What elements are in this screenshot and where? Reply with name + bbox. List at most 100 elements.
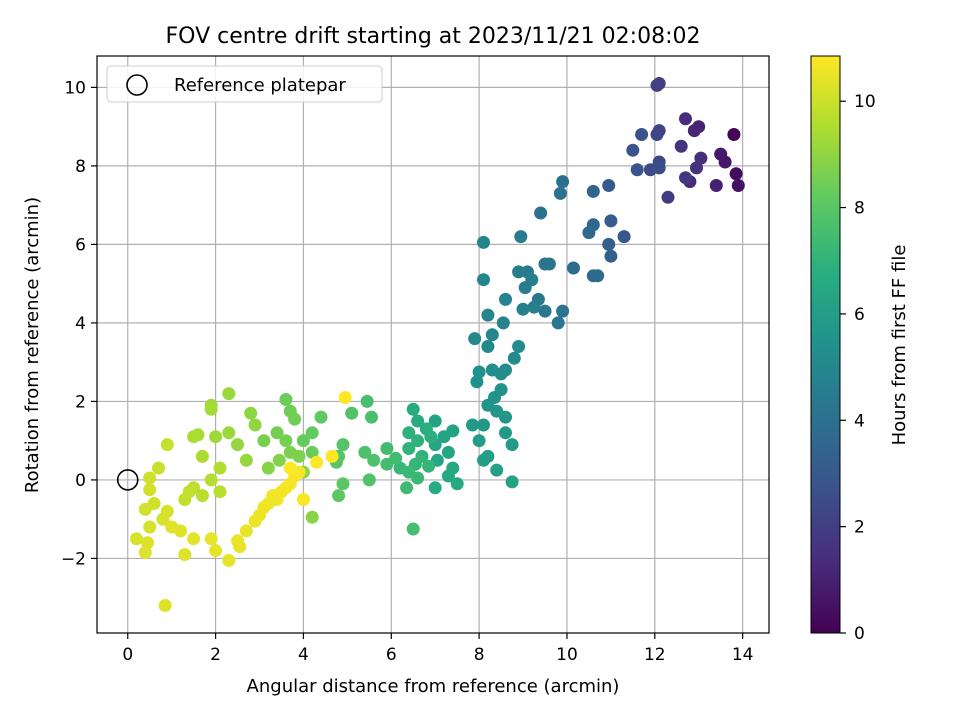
data-point (305, 445, 319, 459)
x-tick-label: 14 (732, 645, 754, 665)
data-point (213, 485, 227, 499)
data-point (527, 300, 541, 314)
data-point (338, 391, 352, 404)
x-tick-label: 8 (474, 645, 485, 665)
data-point (604, 249, 618, 263)
data-point (156, 512, 170, 526)
colorbar-ticks: 0 2 4 6 8 10 (840, 92, 876, 644)
data-point (209, 544, 223, 558)
data-point (305, 510, 319, 524)
data-point (402, 426, 416, 440)
data-point (602, 179, 616, 192)
data-point (362, 473, 376, 487)
x-tick-label: 0 (122, 645, 133, 665)
data-point (477, 235, 490, 249)
data-point (450, 477, 464, 491)
data-point (178, 493, 192, 506)
data-point (411, 471, 425, 485)
y-axis-ticks: −2 0 2 4 6 8 10 (61, 78, 97, 569)
data-point (729, 167, 743, 181)
data-point (367, 453, 381, 467)
y-tick-label: 0 (75, 471, 86, 491)
data-point (428, 481, 442, 495)
data-point (551, 316, 565, 330)
data-point (630, 163, 644, 177)
data-point (143, 471, 157, 485)
legend-box (106, 65, 383, 103)
data-point (257, 434, 271, 448)
data-point (652, 161, 666, 175)
data-point (470, 375, 484, 389)
data-point (296, 434, 310, 448)
y-tick-label: 8 (75, 157, 86, 177)
data-point (195, 449, 209, 463)
data-point (604, 214, 618, 228)
data-point (233, 540, 247, 554)
data-point (499, 410, 512, 424)
data-point (138, 502, 152, 516)
data-point (485, 363, 499, 377)
data-point (178, 548, 192, 561)
data-point (567, 261, 580, 275)
data-point (380, 457, 394, 471)
data-point (195, 489, 209, 503)
data-point (727, 128, 741, 141)
scatter-points (130, 77, 745, 612)
plot-area (97, 56, 769, 633)
data-point (505, 475, 519, 489)
data-point (709, 179, 723, 192)
data-point (325, 449, 339, 463)
colorbar-tick-label: 0 (854, 624, 865, 644)
data-point (239, 524, 253, 538)
colorbar-tick-label: 2 (854, 518, 865, 538)
data-point (279, 434, 293, 448)
data-point (358, 445, 372, 459)
data-point (617, 230, 631, 244)
data-point (213, 461, 227, 475)
colorbar-tick-label: 10 (854, 92, 876, 112)
data-point (332, 489, 346, 503)
data-point (231, 438, 244, 452)
x-tick-label: 2 (210, 645, 221, 665)
data-point (679, 171, 692, 185)
data-point (143, 483, 157, 497)
data-point (143, 520, 157, 534)
x-tick-label: 4 (298, 645, 309, 665)
data-point (422, 459, 436, 473)
data-point (204, 473, 218, 487)
data-point (534, 206, 548, 220)
data-point (345, 406, 359, 420)
data-point (152, 461, 165, 475)
data-point (141, 536, 154, 550)
data-point (650, 128, 664, 141)
data-point (490, 463, 504, 477)
data-point (499, 292, 512, 306)
data-point (160, 438, 174, 452)
data-point (477, 418, 490, 432)
data-point (514, 230, 528, 244)
data-point (222, 387, 236, 401)
data-point (360, 394, 374, 408)
data-point (466, 418, 479, 432)
data-point (138, 546, 152, 559)
data-point (310, 455, 324, 469)
data-point (365, 410, 378, 424)
data-point (674, 139, 688, 153)
data-point (248, 418, 262, 432)
data-point (586, 184, 600, 198)
data-point (694, 151, 708, 165)
data-point (679, 112, 692, 126)
data-point (690, 161, 703, 175)
data-point (424, 430, 438, 444)
data-point (556, 175, 570, 189)
data-point (209, 430, 223, 444)
data-point (635, 128, 649, 141)
data-point (556, 304, 570, 318)
data-point (505, 438, 519, 452)
data-point (481, 340, 495, 353)
data-point (158, 599, 172, 612)
data-point (204, 532, 218, 546)
data-point (406, 402, 420, 416)
legend-marker-icon (126, 74, 148, 96)
x-tick-label: 12 (644, 645, 666, 665)
